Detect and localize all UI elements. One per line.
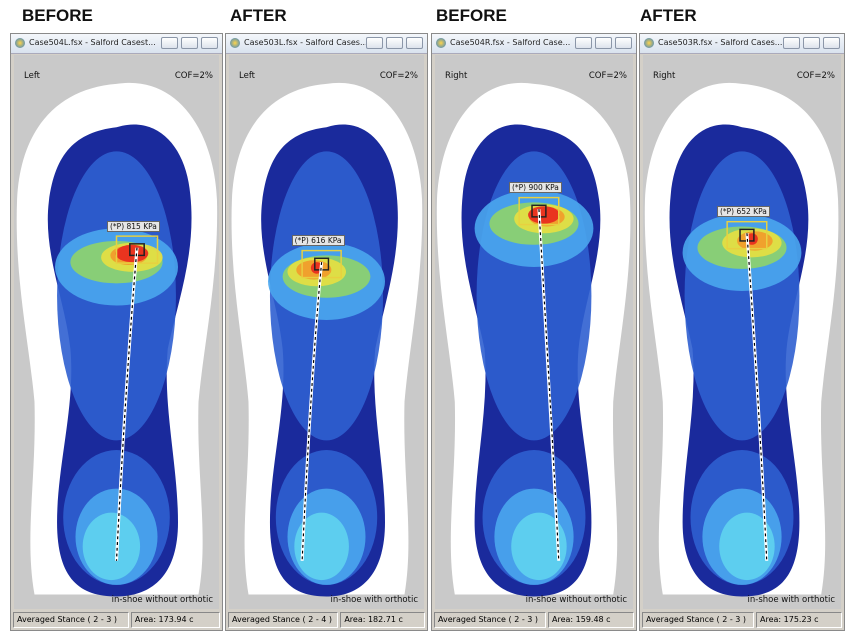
maximize-button[interactable]: [181, 37, 198, 49]
condition-note: in-shoe without orthotic: [525, 595, 627, 605]
title-bar: Case504R.fsx - Salford Case...: [432, 34, 636, 54]
cof-label: COF=2%: [796, 71, 835, 81]
cof-label: COF=2%: [174, 71, 213, 81]
pressure-map: [229, 55, 424, 609]
cop-trace: [300, 262, 324, 561]
status-bar: Averaged Stance ( 2 - 3 ) Area: 159.48 c: [434, 612, 634, 628]
stance-cell: Averaged Stance ( 2 - 3 ): [13, 612, 129, 628]
minimize-button[interactable]: [783, 37, 800, 49]
maximize-button[interactable]: [386, 37, 403, 49]
pressure-view: (*P) 900 KPa Right COF=2% in-shoe without o…: [435, 55, 633, 609]
panel-heading: BEFORE: [436, 6, 507, 25]
stance-cell: Averaged Stance ( 2 - 4 ): [228, 612, 339, 628]
cof-label: COF=2%: [379, 71, 418, 81]
pressure-zone: [684, 151, 800, 441]
foot-group: [436, 82, 631, 597]
app-icon: [644, 38, 654, 48]
panel-heading: AFTER: [640, 6, 697, 25]
close-button[interactable]: [406, 37, 423, 49]
window-title: Case503R.fsx - Salford Cases...: [658, 38, 783, 47]
stance-cell: Averaged Stance ( 2 - 3 ): [434, 612, 546, 628]
condition-note: in-shoe with orthotic: [747, 595, 835, 605]
cop-trace-dash: [746, 233, 768, 561]
peak-label: (*P) 815 KPa: [107, 220, 160, 232]
pressure-zone: [294, 512, 349, 581]
pressure-zone: [719, 512, 775, 581]
condition-note: in-shoe with orthotic: [330, 595, 418, 605]
foot-group: [16, 82, 218, 597]
foot-group: [644, 82, 839, 597]
maximize-button[interactable]: [595, 37, 612, 49]
pressure-zone: [115, 244, 149, 263]
maximize-button[interactable]: [803, 37, 820, 49]
status-bar: Averaged Stance ( 2 - 3 ) Area: 173.94 c: [13, 612, 220, 628]
window-title: Case504L.fsx - Salford Casest...: [29, 38, 156, 47]
minimize-button[interactable]: [366, 37, 383, 49]
status-bar: Averaged Stance ( 2 - 3 ) Area: 175.23 c: [642, 612, 842, 628]
stance-cell: Averaged Stance ( 2 - 3 ): [642, 612, 754, 628]
foot-side: Right: [653, 71, 676, 81]
title-bar: Case503R.fsx - Salford Cases...: [640, 34, 844, 54]
close-button[interactable]: [615, 37, 632, 49]
pressure-zone: [511, 512, 567, 581]
foot-side: Left: [24, 71, 40, 81]
app-icon: [436, 38, 446, 48]
cof-label: COF=2%: [588, 71, 627, 81]
minimize-button[interactable]: [575, 37, 592, 49]
pressure-zone: [82, 512, 141, 581]
peak-label: (*P) 652 KPa: [716, 206, 770, 218]
minimize-button[interactable]: [161, 37, 178, 49]
app-window: Case503R.fsx - Salford Cases... (*P) 652 …: [639, 33, 845, 631]
cop-trace-dash: [538, 209, 560, 561]
app-window: Case504L.fsx - Salford Casest... (*P) 815…: [10, 33, 223, 631]
area-cell: Area: 182.71 c: [340, 612, 425, 628]
cop-trace-dash: [115, 247, 138, 561]
app-icon: [230, 38, 240, 48]
pressure-map: [435, 55, 633, 609]
condition-note: in-shoe without orthotic: [111, 595, 213, 605]
peak-label: (*P) 900 KPa: [508, 182, 562, 194]
pressure-zone: [528, 206, 560, 224]
window-title: Case504R.fsx - Salford Case...: [450, 38, 571, 47]
area-cell: Area: 159.48 c: [548, 612, 634, 628]
area-cell: Area: 175.23 c: [756, 612, 842, 628]
panel-heading: BEFORE: [22, 6, 93, 25]
app-window: Case504R.fsx - Salford Case... (*P) 900 K…: [431, 33, 637, 631]
pressure-map: [643, 55, 841, 609]
app-window: Case503L.fsx - Salford Cases... (*P) 616 …: [225, 33, 428, 631]
app-icon: [15, 38, 25, 48]
window-title: Case503L.fsx - Salford Cases...: [244, 38, 368, 47]
pressure-map: [14, 55, 219, 609]
close-button[interactable]: [201, 37, 218, 49]
status-bar: Averaged Stance ( 2 - 4 ) Area: 182.71 c: [228, 612, 425, 628]
peak-label: (*P) 616 KPa: [291, 235, 345, 247]
area-cell: Area: 173.94 c: [130, 612, 220, 628]
pressure-view: (*P) 652 KPa Right COF=2% in-shoe with orth…: [643, 55, 841, 609]
title-bar: Case503L.fsx - Salford Cases...: [226, 34, 427, 54]
pressure-view: (*P) 815 KPa Left COF=2% in-shoe without or…: [14, 55, 219, 609]
foot-side: Left: [239, 71, 255, 81]
title-bar: Case504L.fsx - Salford Casest...: [11, 34, 222, 54]
pressure-view: (*P) 616 KPa Left COF=2% in-shoe with ortho…: [229, 55, 424, 609]
foot-side: Right: [445, 71, 468, 81]
close-button[interactable]: [823, 37, 840, 49]
panel-heading: AFTER: [230, 6, 287, 25]
foot-group: [231, 82, 423, 597]
